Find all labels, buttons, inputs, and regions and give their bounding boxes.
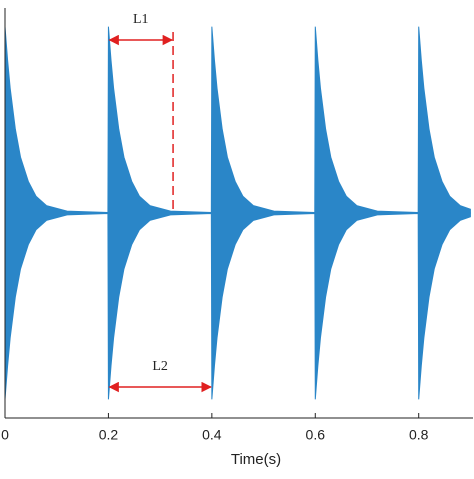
x-axis-label: Time(s): [231, 451, 281, 468]
x-tick-label: 0.4: [202, 427, 222, 443]
annotation-label: L1: [133, 12, 149, 27]
x-tick-label: 0.8: [409, 427, 429, 443]
x-tick-label: 0: [1, 427, 9, 443]
signal-envelope: [4, 212, 471, 400]
annotation-label: L2: [152, 359, 168, 374]
x-tick-label: 0.2: [99, 427, 119, 443]
signal-envelope: [4, 26, 471, 214]
x-tick-label: 0.6: [306, 427, 326, 443]
